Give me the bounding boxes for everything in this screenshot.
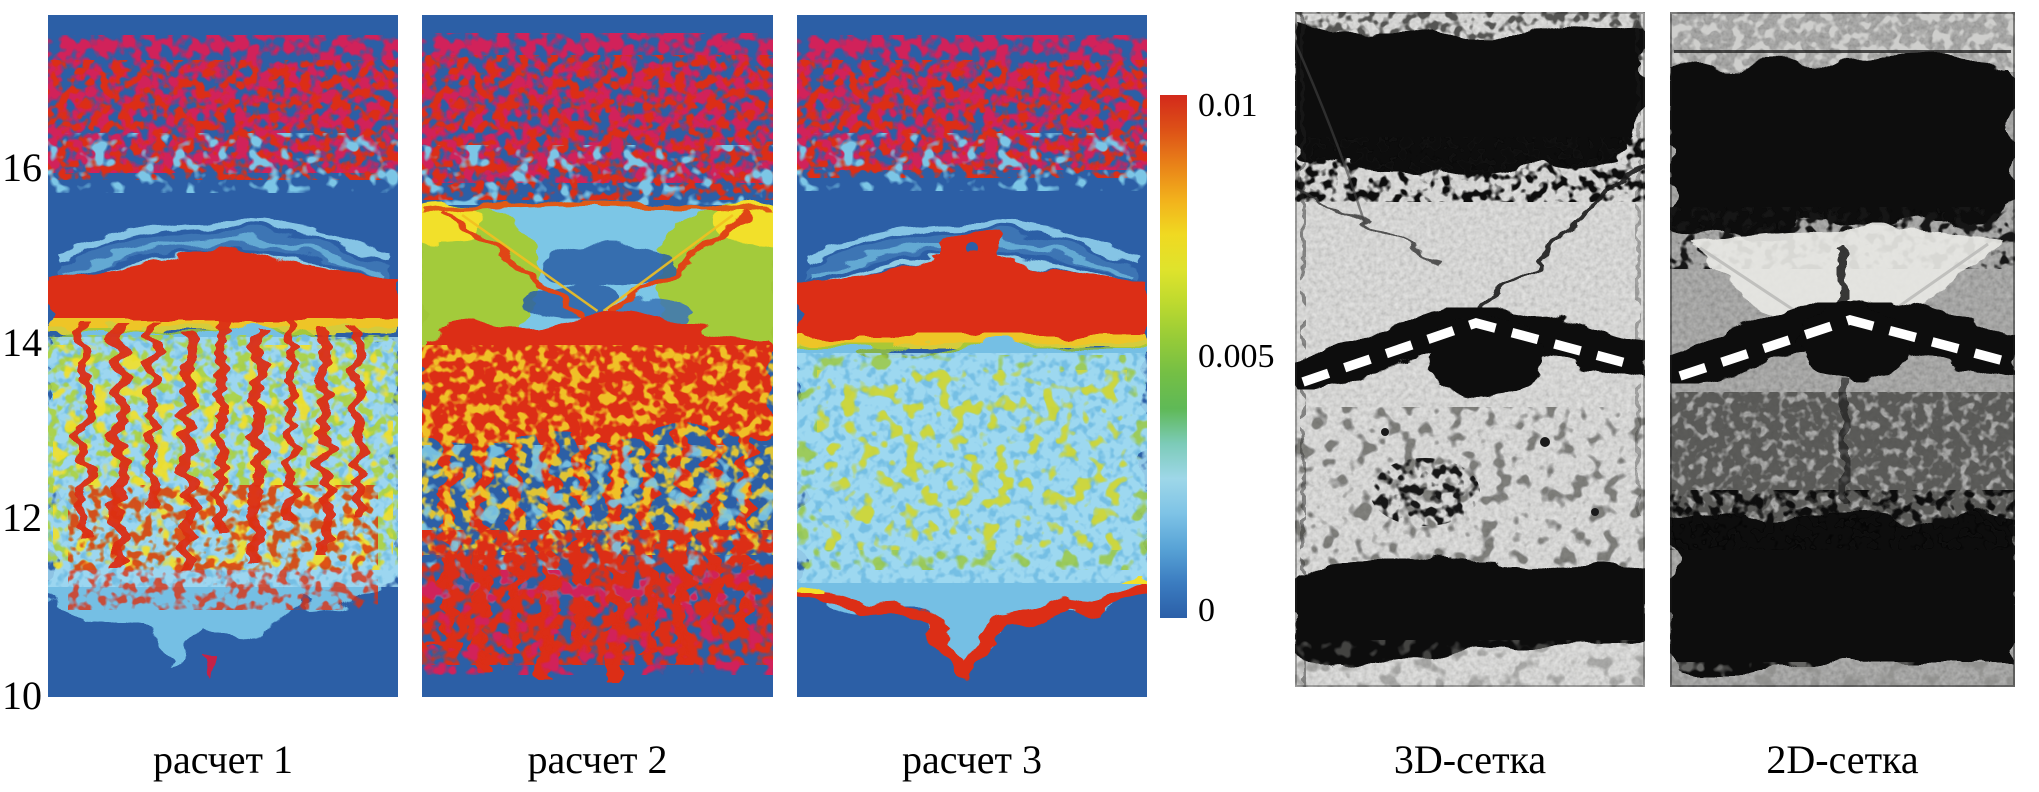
shock-traces xyxy=(1295,41,1645,317)
photo-3d-setka-art xyxy=(1295,12,1645,687)
red-interface-band xyxy=(48,248,398,327)
top-dark-band xyxy=(1670,62,2015,238)
top-dark-band xyxy=(1295,26,1645,173)
photo-2d-setka-art xyxy=(1670,12,2015,687)
heatmap-panel-raschet-2 xyxy=(422,15,773,697)
caption-raschet-2: расчет 2 xyxy=(527,737,668,782)
caption-2d-setka: 2D-сетка xyxy=(1766,737,1919,782)
y-tick-16: 16 xyxy=(2,145,42,190)
oblique-shock-left xyxy=(442,210,597,326)
y-tick-14: 14 xyxy=(2,320,42,365)
oblique-shock-right xyxy=(598,210,753,326)
heatmap-raschet-3-art xyxy=(797,15,1147,697)
photo-panel-2d-setka xyxy=(1670,12,2015,687)
colorbar-tick-mid: 0.005 xyxy=(1198,338,1275,375)
heatmap-panel-raschet-1 xyxy=(48,15,398,697)
dashed-interface-line xyxy=(1301,318,1639,387)
heatmap-raschet-2-art xyxy=(422,15,773,697)
colorbar-tick-min: 0 xyxy=(1198,592,1215,629)
heatmap-raschet-1-art xyxy=(48,15,398,697)
colorbar-gradient xyxy=(1160,95,1187,618)
shock-fan-region xyxy=(422,199,773,352)
caption-3d-setka: 3D-сетка xyxy=(1393,737,1547,782)
lower-dark-mass xyxy=(1670,512,2015,667)
jagged-red-boundary xyxy=(797,580,1147,680)
lower-dark-band xyxy=(1295,560,1645,658)
caption-raschet-3: расчет 3 xyxy=(901,737,1043,782)
red-interface-band xyxy=(797,252,1147,343)
y-tick-12: 12 xyxy=(2,495,42,540)
dashed-interface-line xyxy=(1678,315,2010,381)
colorbar-tick-max: 0.01 xyxy=(1198,87,1258,124)
y-tick-10: 10 xyxy=(2,673,42,718)
photo-panel-3d-setka xyxy=(1295,12,1645,687)
caption-raschet-1: расчет 1 xyxy=(152,737,294,782)
heatmap-panel-raschet-3 xyxy=(797,15,1147,697)
